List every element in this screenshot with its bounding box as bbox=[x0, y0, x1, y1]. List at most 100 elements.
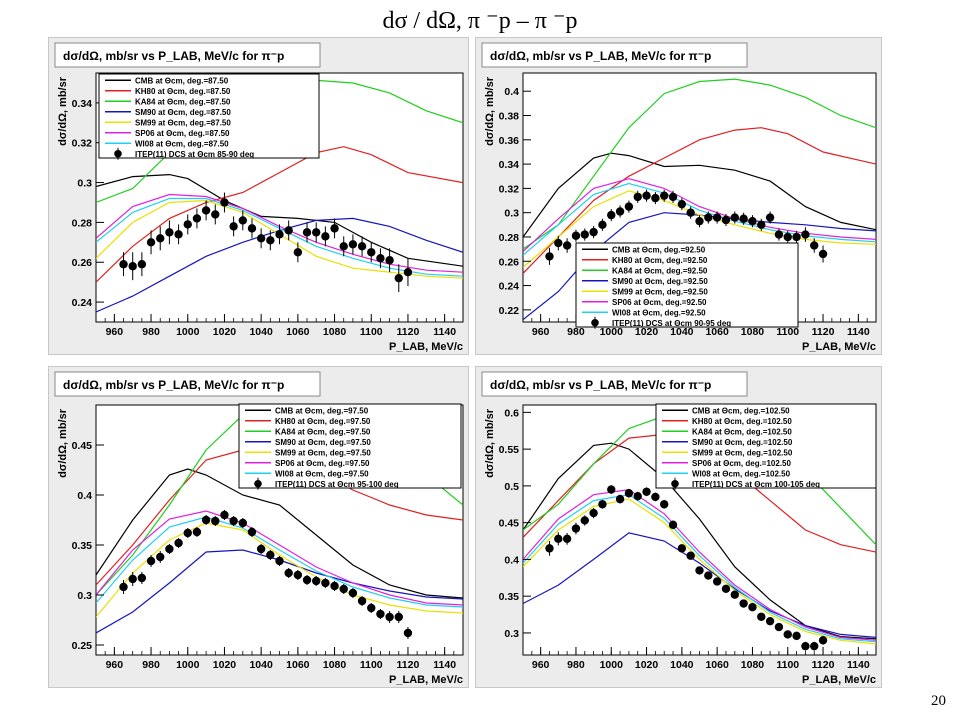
data-point bbox=[624, 489, 634, 498]
y-axis-label: dσ/dΩ, mb/sr bbox=[57, 408, 69, 478]
legend-label-points: ITEP(11) DCS at Θcm 100-105 deg bbox=[692, 480, 820, 489]
data-point bbox=[256, 234, 266, 243]
x-axis-label: P_LAB, MeV/c bbox=[802, 674, 876, 686]
data-point bbox=[403, 628, 413, 638]
data-point bbox=[330, 581, 339, 591]
legend-label-1: CMB at Θcm, deg.=92.50 bbox=[612, 245, 706, 254]
data-point bbox=[367, 603, 376, 613]
x-axis-label: P_LAB, MeV/c bbox=[389, 674, 463, 686]
data-point bbox=[615, 207, 625, 216]
chart-svg-4: dσ/dΩ, mb/sr vs P_LAB, MeV/c for π⁻p 960 9… bbox=[481, 371, 877, 686]
x-tick-label: 1060 bbox=[286, 326, 310, 338]
legend-label-points: ITEP(11) DCS at Θcm 95-100 deg bbox=[275, 480, 399, 489]
legend-label-7: WI08 at Θcm, deg.=87.50 bbox=[135, 139, 229, 148]
legend-box bbox=[238, 403, 462, 489]
x-tick-label: 1000 bbox=[176, 659, 200, 671]
data-point bbox=[156, 552, 165, 562]
y-tick-label: 0.28 bbox=[72, 217, 93, 229]
x-tick-label: 1140 bbox=[847, 659, 870, 671]
data-point bbox=[174, 230, 183, 239]
x-tick-label: 1020 bbox=[635, 659, 659, 671]
series-line-6 bbox=[523, 178, 876, 253]
data-point bbox=[774, 230, 784, 239]
data-point bbox=[394, 273, 403, 283]
data-point bbox=[312, 228, 321, 237]
data-point bbox=[721, 584, 731, 594]
data-point bbox=[801, 641, 810, 651]
data-point bbox=[748, 216, 757, 226]
legend-label-1: CMB at Θcm, deg.=102.50 bbox=[692, 406, 790, 415]
data-point bbox=[201, 515, 211, 525]
data-point bbox=[367, 248, 376, 257]
y-tick-label: 0.6 bbox=[504, 407, 519, 419]
data-point bbox=[642, 487, 651, 496]
chart-title: dσ/dΩ, mb/sr vs P_LAB, MeV/c for π⁻p bbox=[490, 378, 711, 392]
legend-label-points: ITEP(11) DCS at Θcm 85-90 deg bbox=[135, 150, 254, 159]
data-point bbox=[266, 236, 275, 245]
chart-panel-3: dσ/dΩ, mb/sr vs P_LAB, MeV/c for π⁻p 960 9… bbox=[48, 366, 469, 688]
y-tick-label: 0.3 bbox=[77, 178, 92, 190]
data-point bbox=[757, 220, 766, 230]
data-point bbox=[312, 576, 321, 586]
data-point bbox=[137, 260, 147, 269]
y-tick-label: 0.24 bbox=[72, 297, 93, 309]
data-point bbox=[677, 544, 687, 553]
data-point bbox=[607, 485, 616, 494]
data-point bbox=[146, 556, 156, 566]
x-tick-label: 1040 bbox=[670, 659, 694, 671]
data-point bbox=[765, 213, 775, 222]
x-tick-label: 1140 bbox=[847, 326, 870, 338]
legend-label-6: SP06 at Θcm, deg.=102.50 bbox=[692, 459, 791, 468]
series-line-1 bbox=[96, 173, 463, 267]
data-point bbox=[119, 260, 128, 269]
y-tick-label: 0.22 bbox=[499, 305, 520, 317]
y-tick-label: 0.35 bbox=[72, 540, 93, 552]
data-point bbox=[403, 268, 413, 277]
x-tick-label: 1100 bbox=[360, 659, 383, 671]
data-point bbox=[183, 220, 192, 229]
y-tick-label: 0.26 bbox=[499, 256, 520, 268]
data-point bbox=[651, 492, 660, 502]
y-axis-label: dσ/dΩ, mb/sr bbox=[484, 408, 496, 478]
x-tick-label: 960 bbox=[532, 326, 550, 338]
data-point bbox=[247, 224, 257, 233]
chart-title-box bbox=[481, 371, 748, 397]
chart-title-box bbox=[481, 42, 748, 68]
y-tick-label: 0.24 bbox=[499, 281, 520, 293]
legend-label-3: KA84 at Θcm, deg.=92.50 bbox=[612, 266, 708, 275]
data-point bbox=[695, 216, 704, 226]
x-tick-label: 1060 bbox=[705, 659, 729, 671]
series-line-7 bbox=[523, 182, 876, 256]
x-tick-label: 1040 bbox=[249, 659, 273, 671]
legend-label-2: KH80 at Θcm, deg.=92.50 bbox=[612, 256, 708, 265]
x-tick-label: 960 bbox=[106, 326, 124, 338]
chart-svg-1: dσ/dΩ, mb/sr vs P_LAB, MeV/c for π⁻p 960 9… bbox=[54, 42, 464, 353]
data-point bbox=[580, 516, 589, 525]
legend-label-6: SP06 at Θcm, deg.=87.50 bbox=[135, 129, 230, 138]
y-tick-label: 0.25 bbox=[72, 640, 93, 652]
data-point bbox=[330, 224, 339, 233]
chart-panel-2: dσ/dΩ, mb/sr vs P_LAB, MeV/c for π⁻p 960 9… bbox=[475, 37, 882, 355]
data-point bbox=[704, 213, 713, 222]
legend-label-7: WI08 at Θcm, deg.=102.50 bbox=[692, 469, 791, 478]
data-point bbox=[660, 500, 669, 509]
data-point bbox=[686, 551, 695, 560]
y-tick-label: 0.55 bbox=[499, 444, 520, 456]
data-point bbox=[376, 254, 385, 263]
x-tick-label: 980 bbox=[567, 326, 585, 338]
data-point bbox=[183, 528, 192, 538]
x-tick-label: 1000 bbox=[600, 326, 624, 338]
legend-label-2: KH80 at Θcm, deg.=97.50 bbox=[275, 417, 371, 426]
x-tick-label: 1000 bbox=[176, 326, 200, 338]
data-point bbox=[765, 616, 775, 626]
legend-label-6: SP06 at Θcm, deg.=97.50 bbox=[275, 459, 370, 468]
data-point bbox=[293, 248, 303, 257]
data-point bbox=[229, 516, 238, 526]
y-axis-label: dσ/dΩ, mb/sr bbox=[57, 76, 69, 146]
x-tick-label: 1040 bbox=[249, 326, 273, 338]
y-tick-label: 0.32 bbox=[72, 138, 93, 150]
data-point bbox=[357, 596, 367, 606]
data-point bbox=[266, 550, 275, 560]
x-tick-label: 1020 bbox=[213, 326, 237, 338]
data-point bbox=[394, 612, 403, 622]
